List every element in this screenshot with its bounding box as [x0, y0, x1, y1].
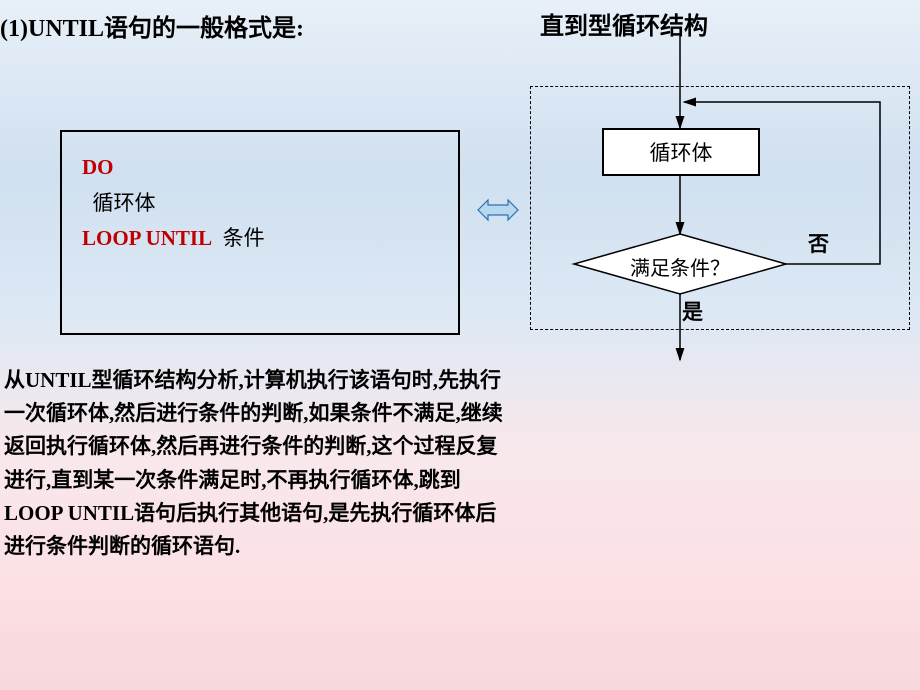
code-line-body: 循环体: [82, 186, 438, 222]
flowchart-title: 直到型循环结构: [540, 6, 708, 41]
yes-label: 是: [682, 296, 703, 326]
code-box: DO 循环体 LOOP UNTIL 条件: [60, 130, 460, 335]
code-body-text: 循环体: [82, 191, 156, 215]
flowchart-dashed-box: [530, 86, 910, 330]
description-text: 从UNTIL型循环结构分析,计算机执行该语句时,先执行一次循环体,然后进行条件的…: [4, 364, 504, 563]
keyword-loop-until: LOOP UNTIL: [82, 226, 212, 250]
code-cond-text: 条件: [212, 226, 265, 250]
diamond-text: 满足条件？: [610, 252, 750, 281]
code-line-do: DO: [82, 150, 438, 186]
loop-body-text: 循环体: [650, 137, 713, 167]
no-label: 否: [808, 228, 829, 258]
double-arrow-shape: [478, 200, 518, 220]
keyword-do: DO: [82, 155, 114, 179]
loop-body-box: 循环体: [602, 128, 760, 176]
code-line-loop: LOOP UNTIL 条件: [82, 221, 438, 257]
double-arrow-icon: [478, 198, 518, 227]
page-title: (1)UNTIL语句的一般格式是:: [0, 8, 304, 43]
